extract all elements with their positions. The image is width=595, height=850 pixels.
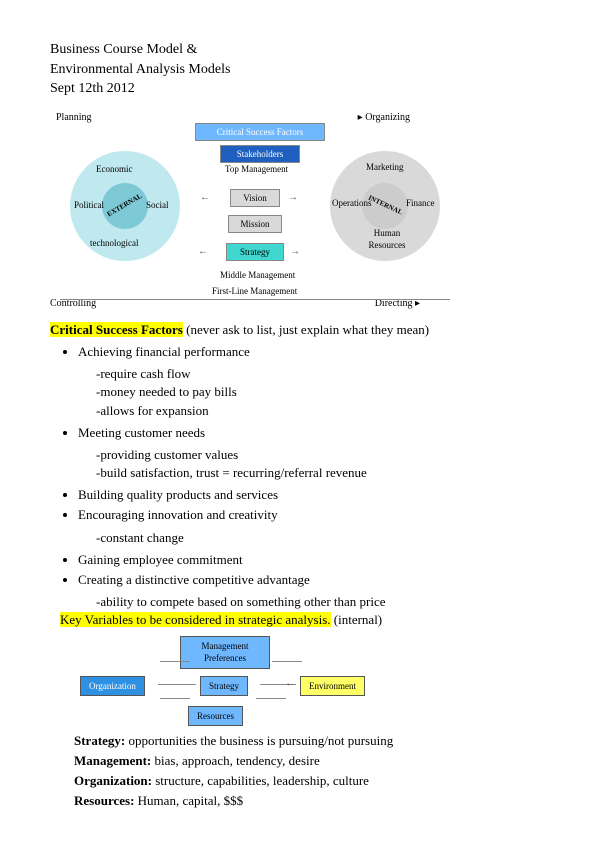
strategy-box: Strategy	[226, 243, 284, 262]
int-hr: Human Resources	[362, 227, 412, 252]
bottom-rule	[60, 299, 450, 300]
csf-sub: -ability to compete based on something o…	[96, 593, 545, 611]
d2-resources: Resources	[188, 706, 243, 727]
csf-list: Meeting customer needs	[78, 424, 545, 442]
csf-heading-row: Critical Success Factors (never ask to l…	[50, 321, 545, 339]
csf-list: Building quality products and services E…	[78, 486, 545, 524]
list-item: Achieving financial performance	[78, 343, 545, 361]
arrow-right-vision: →	[288, 191, 298, 205]
ext-social: Social	[146, 199, 169, 212]
def-strategy: Strategy: opportunities the business is …	[74, 732, 545, 750]
corner-planning: Planning	[56, 111, 92, 125]
d2-mgmt: Management Preferences	[180, 636, 270, 669]
csf-sub: -allows for expansion	[96, 402, 545, 420]
ext-tech: technological	[90, 237, 138, 250]
list-item: Creating a distinctive competitive advan…	[78, 571, 545, 589]
csf-heading: Critical Success Factors	[50, 322, 183, 337]
vision-box: Vision	[230, 189, 280, 208]
conn	[158, 684, 196, 685]
csf-box: Critical Success Factors	[195, 123, 325, 142]
csf-list: Achieving financial performance	[78, 343, 545, 361]
arrow-right-strategy: →	[290, 245, 300, 259]
keyvars-heading-row: Key Variables to be considered in strate…	[60, 611, 545, 629]
top-mgmt-label: Top Management	[225, 163, 288, 176]
arrow-icon: ←	[285, 677, 295, 691]
d2-org: Organization	[80, 676, 145, 697]
list-item: Building quality products and services	[78, 486, 545, 504]
csf-sub: -require cash flow	[96, 365, 545, 383]
keyvars-tail: (internal)	[331, 612, 383, 627]
stakeholders-box: Stakeholders	[220, 145, 300, 164]
first-line-label: First-Line Management	[212, 285, 297, 298]
d2-env: Environment	[300, 676, 365, 697]
title-date: Sept 12th 2012	[50, 79, 545, 99]
csf-sub: -providing customer values	[96, 446, 545, 464]
arrow-left-strategy: ←	[198, 245, 208, 259]
middle-mgmt-label: Middle Management	[220, 269, 295, 282]
def-management: Management: bias, approach, tendency, de…	[74, 752, 545, 770]
csf-list: Gaining employee commitment Creating a d…	[78, 551, 545, 589]
csf-sub: -money needed to pay bills	[96, 383, 545, 401]
list-item: Encouraging innovation and creativity	[78, 506, 545, 524]
def-resources: Resources: Human, capital, $$$	[74, 792, 545, 810]
ext-economic: Economic	[96, 163, 133, 176]
title-line-1: Business Course Model &	[50, 40, 545, 60]
conn	[256, 698, 286, 699]
course-model-diagram: Planning ▸ Organizing Controlling Direct…	[50, 111, 530, 311]
conn	[160, 661, 190, 662]
keyvars-heading: Key Variables to be considered in strate…	[60, 612, 331, 627]
csf-sub: -build satisfaction, trust = recurring/r…	[96, 464, 545, 482]
list-item: Meeting customer needs	[78, 424, 545, 442]
arrow-left-vision: ←	[200, 191, 210, 205]
int-marketing: Marketing	[366, 161, 404, 174]
conn	[160, 698, 190, 699]
title-line-2: Environmental Analysis Models	[50, 60, 545, 80]
key-variables-diagram: Management Preferences Organization Stra…	[80, 636, 420, 726]
conn	[272, 661, 302, 662]
mission-box: Mission	[228, 215, 282, 234]
int-finance: Finance	[406, 197, 435, 210]
csf-sub: -constant change	[96, 529, 545, 547]
d2-strategy: Strategy	[200, 676, 248, 697]
def-organization: Organization: structure, capabilities, l…	[74, 772, 545, 790]
csf-heading-note: (never ask to list, just explain what th…	[183, 322, 429, 337]
list-item: Gaining employee commitment	[78, 551, 545, 569]
corner-organizing: ▸ Organizing	[358, 111, 410, 125]
ext-political: Political	[74, 199, 104, 212]
int-operations: Operations	[332, 197, 372, 210]
